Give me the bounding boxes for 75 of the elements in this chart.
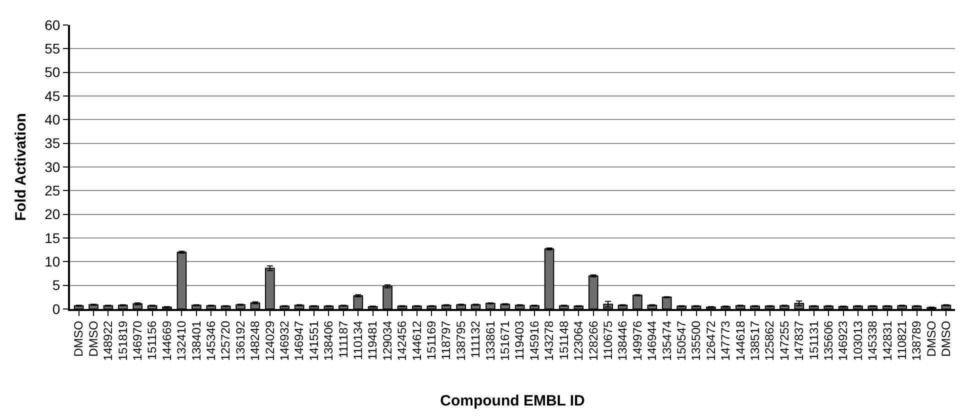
x-tick-label: 135500 [689,320,704,361]
x-tick-label: 124029 [262,320,277,361]
y-tick-label: 25 [44,182,60,199]
y-tick-label: 30 [44,158,60,175]
y-tick-label: 55 [44,40,60,57]
y-axis-title: Fold Activation [12,113,30,221]
y-tick-label: 15 [44,230,60,246]
x-tick-label: 143278 [542,320,556,361]
x-tick-label: 145916 [527,320,542,361]
x-tick-label: 110134 [351,320,366,360]
y-tick-label: 35 [44,135,60,152]
x-tick-label: 138401 [189,320,204,361]
x-tick-label: 151148 [556,320,571,360]
x-tick-label: 133861 [483,320,498,361]
x-tick-label: 119403 [512,320,527,360]
x-tick-label: 148248 [248,320,262,361]
x-tick-label: 144669 [160,320,174,361]
x-tick-label: 142831 [880,320,894,361]
x-tick-label: 128266 [586,320,600,361]
x-tick-label: 146970 [130,320,145,361]
x-tick-label: 146947 [292,320,306,361]
x-tick-label: DMSO [86,320,100,357]
x-tick-label: 151156 [145,320,160,360]
x-tick-label: 118797 [439,320,454,360]
x-tick-label: 125862 [762,320,777,361]
x-tick-label: 151131 [806,320,821,360]
x-tick-label: 129034 [380,320,394,361]
x-tick-label: 126472 [704,320,718,361]
y-tick-label: 50 [44,64,60,80]
x-tick-label: 142456 [395,320,410,361]
x-tick-label: 150547 [674,320,688,361]
y-tick-label: 40 [44,112,60,128]
x-tick-label: DMSO [939,320,954,357]
x-tick-label: 151819 [116,320,130,361]
x-tick-label: 145346 [204,320,218,361]
x-tick-label: 135606 [821,320,836,361]
x-tick-label: 103013 [850,320,865,361]
x-tick-label: 147255 [777,320,792,361]
y-tick-label: 10 [44,254,60,270]
x-tick-label: 110675 [600,320,615,360]
x-tick-label: 147773 [718,320,733,361]
x-tick-label: 151671 [498,320,512,361]
y-tick-label: 20 [44,206,60,222]
y-tick-label: 45 [44,88,60,104]
x-tick-label: 145338 [866,320,880,361]
x-tick-label: 148922 [101,320,116,361]
x-tick-label: 141551 [306,320,321,361]
x-tick-label: 146923 [836,320,850,361]
x-tick-label: 151169 [424,320,439,360]
x-tick-label: 132410 [174,320,189,361]
y-tick-label: 5 [52,277,60,294]
x-tick-label: 136192 [233,320,248,361]
x-tick-label: 138406 [322,320,336,361]
y-tick-label: 0 [52,300,60,317]
x-tick-label: 144618 [733,320,748,361]
x-tick-label: 138446 [616,320,630,361]
x-tick-label: 125720 [218,320,233,361]
x-tick-label: 135474 [660,320,674,361]
x-tick-label: 138789 [910,320,924,361]
x-tick-label: 146944 [645,320,660,361]
x-tick-label: 119481 [366,320,380,360]
x-tick-label: 147837 [792,320,806,361]
x-tick-label: 111132 [468,320,483,358]
x-tick-label: 138517 [748,320,762,361]
y-tick-label: 60 [44,16,60,33]
x-tick-label: DMSO [72,320,86,357]
x-tick-label: DMSO [924,320,938,357]
x-tick-label: 146932 [278,320,292,361]
x-tick-label: 144612 [410,320,424,361]
x-axis-title: Compound EMBL ID [440,392,586,410]
x-tick-label: 149976 [630,320,644,361]
x-tick-label: 123064 [572,320,586,361]
x-tick-label: 110821 [894,320,909,360]
x-tick-label: 138795 [454,320,468,361]
x-tick-label: 111187 [336,320,350,358]
